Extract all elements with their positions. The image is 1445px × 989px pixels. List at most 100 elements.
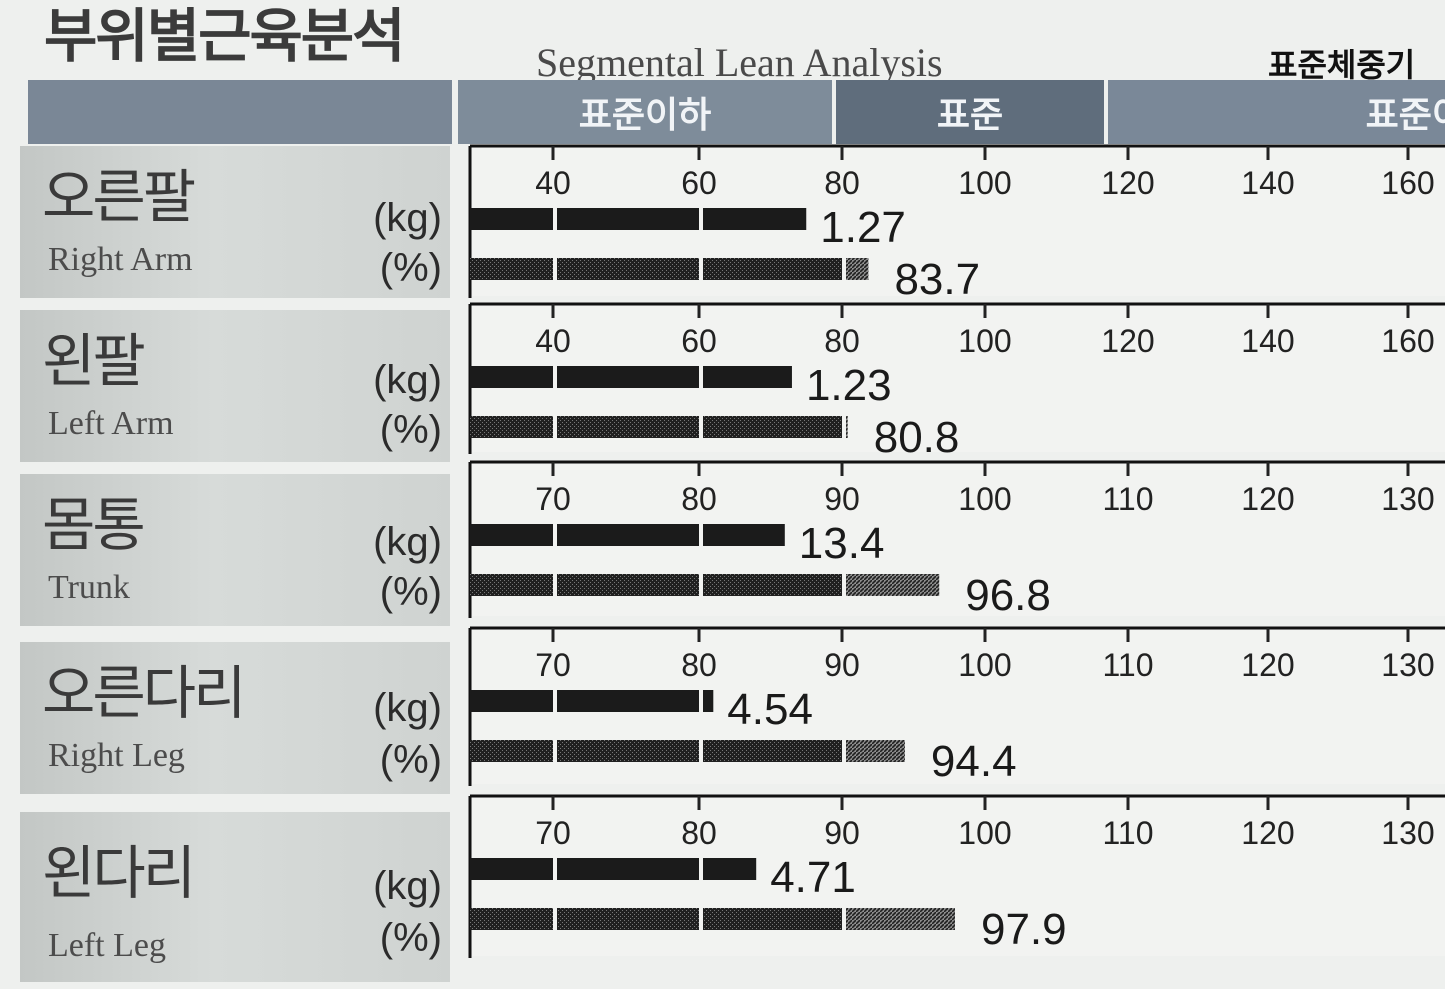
- tick-label: 80: [681, 481, 717, 517]
- bar-divider: [553, 208, 557, 230]
- zone-above-standard-label: 표준이: [1365, 95, 1445, 136]
- unit-kg: (kg): [373, 686, 442, 730]
- tick-label: 120: [1101, 323, 1154, 359]
- segment-name-ko: 왼팔: [42, 327, 146, 395]
- row-label-right-leg: 오른다리 Right Leg (kg) (%): [20, 642, 450, 794]
- tick-label: 80: [681, 647, 717, 683]
- kg-value-label: 4.71: [770, 853, 856, 902]
- bar-divider: [842, 908, 846, 930]
- page-title-english: Segmental Lean Analysis: [536, 40, 943, 85]
- zone-below-standard-label: 표준이하: [578, 95, 712, 136]
- row-label-trunk: 몸통 Trunk (kg) (%): [20, 474, 450, 626]
- header-band-left: [28, 80, 452, 144]
- bar-divider: [699, 740, 703, 762]
- bar-divider: [553, 258, 557, 280]
- unit-kg: (kg): [373, 358, 442, 402]
- unit-kg: (kg): [373, 864, 442, 908]
- bar-divider: [699, 574, 703, 596]
- tick-label: 70: [535, 647, 571, 683]
- bar-divider: [699, 908, 703, 930]
- kg-bar: [470, 524, 785, 546]
- tick-label: 70: [535, 815, 571, 851]
- pct-value-label: 97.9: [981, 905, 1067, 954]
- tick-label: 120: [1241, 815, 1294, 851]
- kg-bar: [470, 366, 792, 388]
- tick-label: 60: [681, 323, 717, 359]
- bar-divider: [699, 416, 703, 438]
- bar-divider: [553, 690, 557, 712]
- pct-bar: [470, 908, 842, 930]
- tick-label: 140: [1241, 165, 1294, 201]
- bar-divider: [553, 858, 557, 880]
- tick-label: 120: [1241, 481, 1294, 517]
- tick-label: 160: [1381, 323, 1434, 359]
- kg-value-label: 4.54: [727, 685, 813, 734]
- tick-label: 80: [824, 323, 860, 359]
- zone-standard: 표준: [836, 80, 1104, 144]
- tick-label: 120: [1101, 165, 1154, 201]
- tick-label: 90: [824, 815, 860, 851]
- bar-divider: [553, 416, 557, 438]
- row-label-right-arm: 오른팔 Right Arm (kg) (%): [20, 146, 450, 298]
- tick-label: 100: [958, 647, 1011, 683]
- tick-label: 110: [1102, 481, 1153, 517]
- bar-divider: [842, 740, 846, 762]
- segment-name-en: Right Arm: [48, 241, 193, 278]
- tick-label: 40: [535, 165, 571, 201]
- tick-label: 110: [1102, 647, 1153, 683]
- tick-label: 80: [824, 165, 860, 201]
- bar-divider: [842, 416, 846, 438]
- unit-kg: (kg): [373, 520, 442, 564]
- unit-pct: (%): [379, 738, 442, 782]
- pct-bar: [470, 740, 842, 762]
- zone-standard-label: 표준: [936, 95, 1004, 136]
- bar-divider: [553, 908, 557, 930]
- row-label-left-arm: 왼팔 Left Arm (kg) (%): [20, 310, 450, 462]
- bar-divider: [699, 858, 703, 880]
- tick-label: 130: [1381, 815, 1434, 851]
- bar-divider: [553, 524, 557, 546]
- unit-pct: (%): [379, 408, 442, 452]
- bar-divider: [699, 690, 703, 712]
- kg-value-label: 1.23: [806, 361, 892, 410]
- kg-bar: [470, 208, 807, 230]
- unit-pct: (%): [379, 246, 442, 290]
- pct-bar-standard-part: [842, 740, 905, 762]
- tick-label: 160: [1381, 165, 1434, 201]
- pct-bar-standard-part: [842, 908, 955, 930]
- bar-divider: [553, 366, 557, 388]
- bar-divider: [842, 574, 846, 596]
- pct-bar-standard-part: [842, 258, 869, 280]
- bar-divider: [699, 366, 703, 388]
- pct-value-label: 96.8: [965, 571, 1051, 620]
- zone-above-standard: 표준이: [1108, 80, 1445, 144]
- tick-label: 90: [824, 647, 860, 683]
- pct-bar-standard-part: [842, 574, 940, 596]
- pct-bar: [470, 574, 842, 596]
- tick-label: 100: [958, 815, 1011, 851]
- segment-name-en: Left Leg: [48, 927, 166, 964]
- zone-below-standard: 표준이하: [458, 80, 832, 144]
- tick-label: 130: [1381, 647, 1434, 683]
- pct-bar: [470, 416, 842, 438]
- tick-label: 100: [958, 165, 1011, 201]
- pct-bar: [470, 258, 842, 280]
- unit-kg: (kg): [373, 196, 442, 240]
- pct-value-label: 83.7: [894, 255, 980, 304]
- pct-value-label: 80.8: [874, 413, 960, 462]
- bar-divider: [699, 208, 703, 230]
- kg-value-label: 13.4: [799, 519, 885, 568]
- tick-label: 100: [958, 323, 1011, 359]
- bar-divider: [553, 574, 557, 596]
- pct-value-label: 94.4: [931, 737, 1017, 786]
- tick-label: 140: [1241, 323, 1294, 359]
- segment-name-ko: 오른다리: [42, 659, 246, 727]
- page-title-korean: 부위별근육분석: [44, 2, 406, 70]
- tick-label: 60: [681, 165, 717, 201]
- tick-label: 70: [535, 481, 571, 517]
- bar-divider: [553, 740, 557, 762]
- kg-value-label: 1.27: [820, 203, 906, 252]
- tick-label: 40: [535, 323, 571, 359]
- unit-pct: (%): [379, 570, 442, 614]
